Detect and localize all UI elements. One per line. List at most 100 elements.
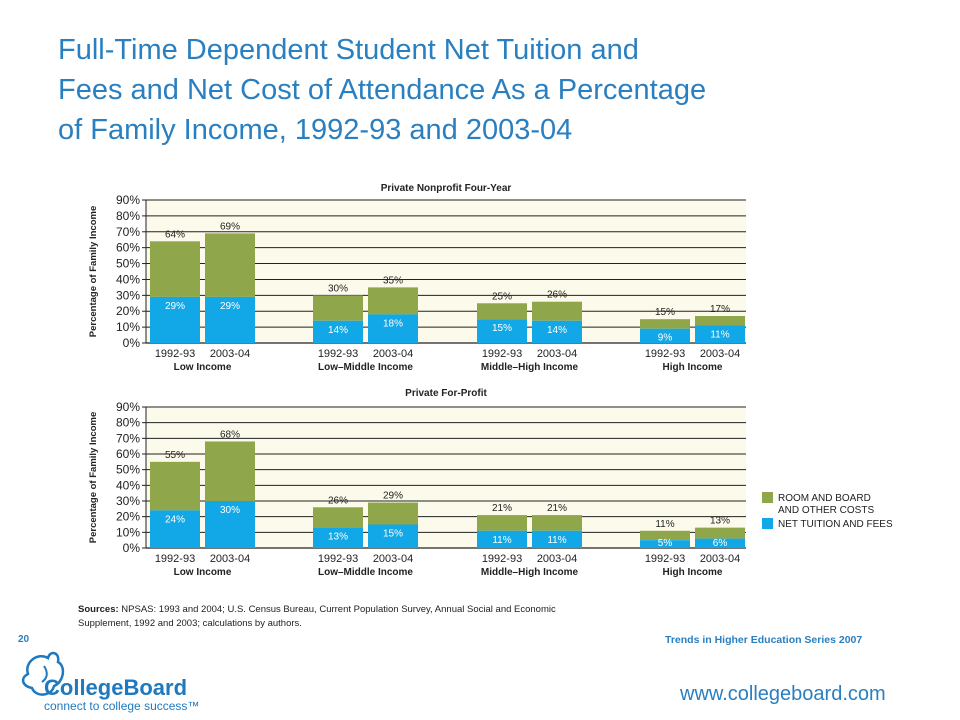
y-tick-label: 70% <box>116 431 140 445</box>
y-tick-label: 40% <box>116 478 140 492</box>
net-data-label: 14% <box>547 325 567 336</box>
net-data-label: 29% <box>220 301 240 312</box>
x-tick-label: 2003-04 <box>373 553 413 565</box>
bar-net-tuition <box>532 530 582 548</box>
bar-net-tuition <box>313 320 363 343</box>
total-data-label: 13% <box>710 516 730 527</box>
bar-room-board <box>695 527 745 539</box>
bar-room-board <box>532 301 582 321</box>
bar-net-tuition <box>313 527 363 548</box>
bar-room-board <box>477 515 527 531</box>
net-data-label: 18% <box>383 318 403 329</box>
sources-label: Sources: <box>78 604 119 615</box>
y-tick-label: 10% <box>116 320 140 334</box>
net-data-label: 11% <box>710 330 729 341</box>
series-label: Trends in Higher Education Series 2007 <box>665 634 863 646</box>
x-tick-label: 1992-93 <box>318 348 358 360</box>
bar-room-board <box>695 315 745 326</box>
net-data-label: 6% <box>713 538 728 549</box>
x-tick-label: 1992-93 <box>645 553 685 565</box>
x-tick-label: 1992-93 <box>482 348 522 360</box>
bar-room-board <box>313 507 363 528</box>
total-data-label: 69% <box>220 221 240 232</box>
website-link[interactable]: www.collegeboard.com <box>680 683 886 705</box>
acorn-icon <box>21 651 65 696</box>
legend-label-room-board: ROOM AND BOARD <box>778 493 871 504</box>
x-group-label: High Income <box>662 567 722 578</box>
bar-room-board <box>205 233 255 297</box>
net-data-label: 9% <box>658 333 673 344</box>
legend-swatch-room-board <box>762 492 773 503</box>
bar-room-board <box>150 461 200 511</box>
bar-net-tuition <box>150 296 200 343</box>
bar-room-board <box>477 303 527 320</box>
total-data-label: 25% <box>492 291 512 302</box>
y-tick-label: 0% <box>123 541 141 555</box>
y-tick-label: 50% <box>116 463 140 477</box>
y-axis-label: Percentage of Family Income <box>88 206 99 337</box>
x-tick-label: 1992-93 <box>155 553 195 565</box>
x-tick-label: 2003-04 <box>700 348 740 360</box>
y-tick-label: 30% <box>116 288 140 302</box>
x-tick-label: 2003-04 <box>537 348 577 360</box>
x-tick-label: 2003-04 <box>700 553 740 565</box>
x-tick-label: 2003-04 <box>373 348 413 360</box>
y-tick-label: 50% <box>116 257 140 271</box>
y-tick-label: 60% <box>116 241 140 255</box>
net-data-label: 30% <box>220 505 240 516</box>
total-data-label: 17% <box>710 304 730 315</box>
x-tick-label: 2003-04 <box>537 553 577 565</box>
y-tick-label: 40% <box>116 272 140 286</box>
logo-tagline: connect to college success™ <box>44 699 199 713</box>
total-data-label: 64% <box>165 229 185 240</box>
bar-net-tuition <box>368 524 418 548</box>
bar-net-tuition <box>150 510 200 548</box>
net-data-label: 14% <box>328 325 348 336</box>
chart-title: Private Nonprofit Four-Year <box>381 183 512 194</box>
y-tick-label: 0% <box>123 336 141 350</box>
y-tick-label: 70% <box>116 225 140 239</box>
page-title: Full-Time Dependent Student Net Tuition … <box>58 30 918 150</box>
net-data-label: 15% <box>383 529 403 540</box>
x-group-label: Low–Middle Income <box>318 362 413 373</box>
y-tick-label: 30% <box>116 494 140 508</box>
x-group-label: Middle–High Income <box>481 567 579 578</box>
bar-room-board <box>313 295 363 321</box>
bar-net-tuition <box>477 319 527 343</box>
y-tick-label: 20% <box>116 510 140 524</box>
net-data-label: 13% <box>328 532 348 543</box>
y-tick-label: 20% <box>116 304 140 318</box>
net-data-label: 11% <box>492 535 511 546</box>
bar-room-board <box>368 287 418 315</box>
bar-net-tuition <box>640 328 690 343</box>
total-data-label: 26% <box>547 290 567 301</box>
bar-room-board <box>150 241 200 297</box>
title-line: of Family Income, 1992-93 and 2003-04 <box>58 114 573 146</box>
total-data-label: 35% <box>383 275 403 286</box>
legend-label-room-board: AND OTHER COSTS <box>778 505 874 516</box>
total-data-label: 29% <box>383 491 403 502</box>
bar-net-tuition <box>368 314 418 343</box>
bar-net-tuition <box>205 501 255 548</box>
net-data-label: 29% <box>165 301 185 312</box>
y-axis-label: Percentage of Family Income <box>88 412 99 543</box>
y-tick-label: 90% <box>116 400 140 414</box>
x-group-label: Low–Middle Income <box>318 567 413 578</box>
y-tick-label: 60% <box>116 447 140 461</box>
net-data-label: 11% <box>547 535 566 546</box>
total-data-label: 55% <box>165 450 185 461</box>
x-tick-label: 1992-93 <box>318 553 358 565</box>
title-line: Fees and Net Cost of Attendance As a Per… <box>58 74 707 106</box>
bar-room-board <box>640 319 690 329</box>
total-data-label: 26% <box>328 495 348 506</box>
x-group-label: Middle–High Income <box>481 362 579 373</box>
chart-title: Private For-Profit <box>405 388 487 399</box>
title-line: Full-Time Dependent Student Net Tuition … <box>58 34 639 66</box>
y-tick-label: 80% <box>116 209 140 223</box>
y-tick-label: 10% <box>116 525 140 539</box>
total-data-label: 11% <box>655 519 674 530</box>
x-tick-label: 2003-04 <box>210 348 250 360</box>
legend-swatch-net-tuition <box>762 518 773 529</box>
x-tick-label: 1992-93 <box>645 348 685 360</box>
